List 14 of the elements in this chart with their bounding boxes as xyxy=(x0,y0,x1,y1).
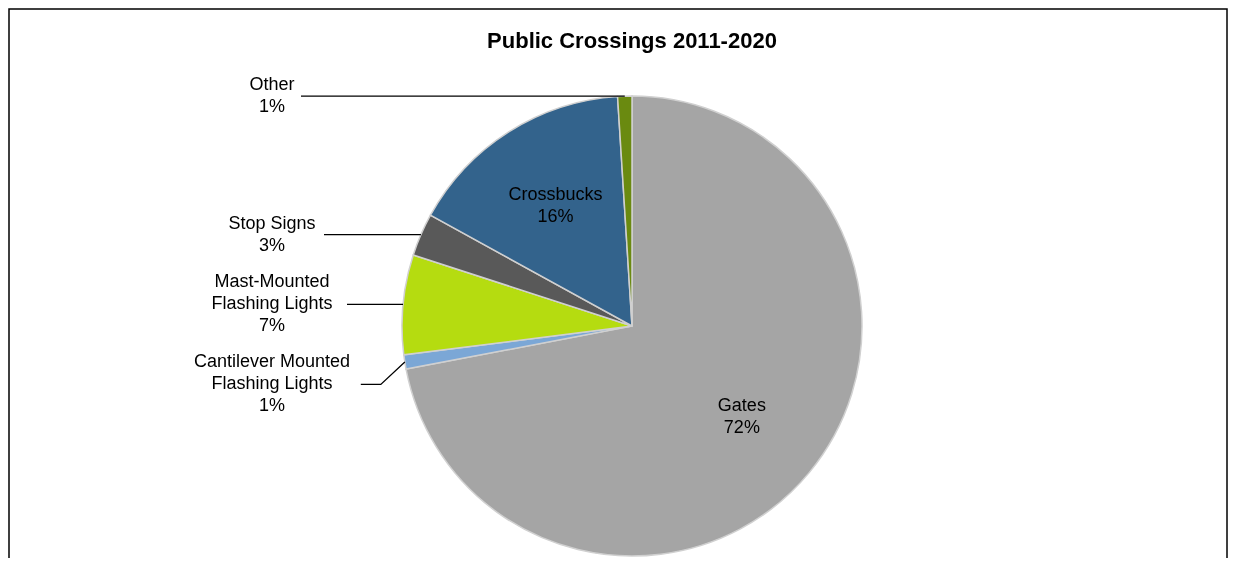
slice-label: Mast-Mounted Flashing Lights xyxy=(211,271,333,314)
slice-label: Stop Signs xyxy=(228,212,316,233)
data-label: 72% xyxy=(723,416,760,437)
pie-slice xyxy=(405,95,863,557)
slice-label: Other xyxy=(249,73,295,94)
data-label: 3% xyxy=(258,234,286,255)
slice-label: Cantilever Mounted Flashing Lights xyxy=(193,351,351,394)
chart-title: Public Crossings 2011-2020 xyxy=(487,28,777,53)
slice-label: Gates xyxy=(717,394,766,415)
data-label: 1% xyxy=(258,395,286,416)
data-label: 1% xyxy=(258,95,286,116)
data-label: 7% xyxy=(258,315,286,336)
slice-label: Crossbucks xyxy=(508,183,603,204)
data-label: 16% xyxy=(537,205,574,226)
